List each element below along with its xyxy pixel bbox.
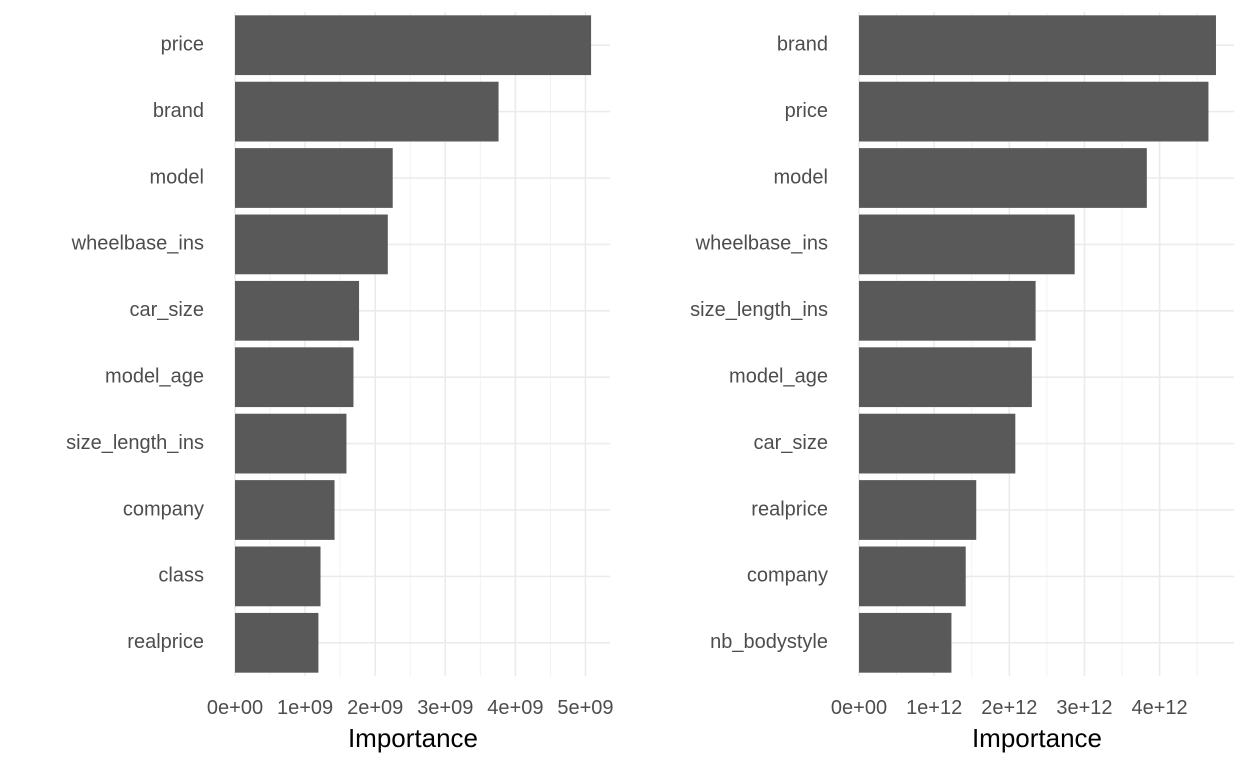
category-label: price bbox=[161, 33, 204, 55]
x-tick-label: 2e+12 bbox=[981, 697, 1037, 719]
bar-model-age bbox=[235, 347, 354, 408]
category-label: class bbox=[158, 565, 204, 587]
bar-company bbox=[235, 480, 335, 540]
category-label: wheelbase_ins bbox=[71, 233, 204, 255]
x-tick-label: 0e+00 bbox=[207, 697, 263, 719]
category-label: car_size bbox=[130, 299, 204, 321]
bar-nb-bodystyle bbox=[859, 612, 952, 673]
bar-company bbox=[859, 546, 966, 607]
category-label: model_age bbox=[729, 365, 828, 387]
x-axis-title: Importance bbox=[972, 723, 1102, 753]
bar-model bbox=[235, 148, 393, 208]
bar-brand bbox=[235, 81, 499, 142]
category-label: wheelbase_ins bbox=[695, 233, 828, 255]
bar-realprice bbox=[235, 612, 319, 673]
left-importance-panel: price brand model wheelbase_ins car_sizemode… bbox=[66, 12, 614, 753]
category-label: car_size bbox=[754, 432, 828, 454]
category-label: realprice bbox=[127, 631, 204, 653]
x-tick-label: 0e+00 bbox=[831, 697, 887, 719]
x-tick-label: 4e+09 bbox=[487, 697, 543, 719]
category-label: company bbox=[123, 498, 204, 520]
category-label: realprice bbox=[751, 498, 828, 520]
category-label: model bbox=[150, 166, 204, 188]
bar-wheelbase-ins bbox=[859, 214, 1075, 275]
x-tick-label: 1e+09 bbox=[277, 697, 333, 719]
category-label: model bbox=[774, 166, 828, 188]
bar-car-size bbox=[859, 413, 1016, 474]
x-tick-label: 4e+12 bbox=[1132, 697, 1188, 719]
bar-class bbox=[235, 546, 321, 607]
bar-realprice bbox=[859, 480, 977, 540]
bar-car-size bbox=[235, 280, 360, 341]
x-tick-label: 1e+12 bbox=[906, 697, 962, 719]
bar-wheelbase-ins bbox=[235, 214, 388, 275]
category-label: company bbox=[747, 565, 828, 587]
x-tick-label: 2e+09 bbox=[347, 697, 403, 719]
category-label: price bbox=[785, 100, 828, 122]
x-tick-label: 5e+09 bbox=[557, 697, 613, 719]
right-importance-panel: brand price model wheelbase_ins size_length_… bbox=[690, 12, 1234, 753]
x-axis-title: Importance bbox=[348, 723, 478, 753]
bar-model-age bbox=[859, 347, 1032, 408]
bar-size-length-ins bbox=[859, 280, 1036, 341]
x-tick-label: 3e+09 bbox=[417, 697, 473, 719]
bar-brand bbox=[859, 15, 1216, 76]
category-label: model_age bbox=[105, 365, 204, 387]
category-label: brand bbox=[777, 33, 828, 55]
bar-size-length-ins bbox=[235, 413, 347, 474]
bar-price bbox=[235, 15, 592, 76]
bar-model bbox=[859, 148, 1147, 208]
bar-price bbox=[859, 81, 1209, 142]
category-label: size_length_ins bbox=[66, 432, 204, 454]
category-label: brand bbox=[153, 100, 204, 122]
category-label: size_length_ins bbox=[690, 299, 828, 321]
category-label: nb_bodystyle bbox=[710, 631, 828, 653]
x-tick-label: 3e+12 bbox=[1056, 697, 1112, 719]
